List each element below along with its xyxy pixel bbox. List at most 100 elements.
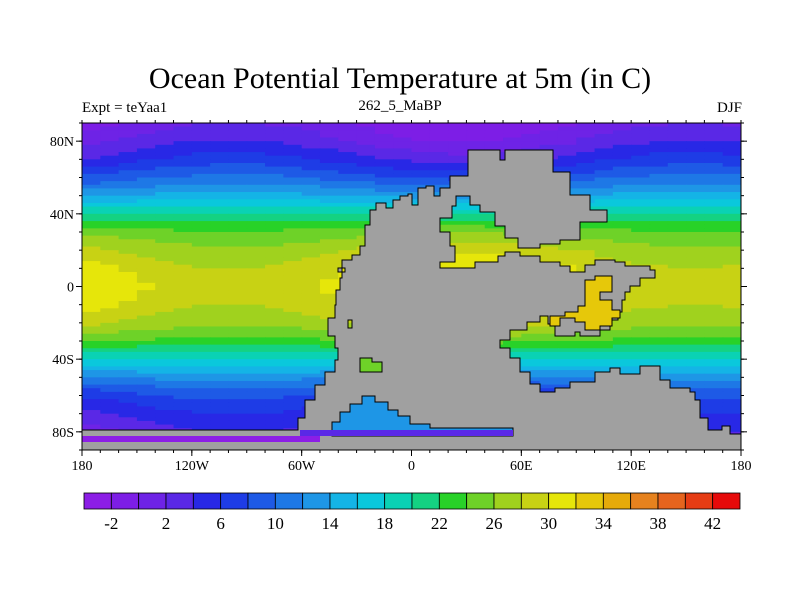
- field-cell: [374, 166, 394, 171]
- field-cell: [265, 264, 284, 269]
- field-cell: [594, 206, 614, 211]
- field-cell: [631, 152, 651, 157]
- field-cell: [503, 130, 522, 135]
- y-tick-label: 80N: [50, 135, 74, 150]
- field-cell: [100, 286, 120, 291]
- field-cell: [283, 286, 303, 291]
- field-cell: [173, 333, 193, 338]
- field-cell: [594, 239, 614, 244]
- field-cell: [118, 337, 138, 342]
- field-cell: [704, 366, 724, 371]
- field-cell: [594, 155, 614, 160]
- field-cell: [173, 337, 193, 342]
- field-cell: [210, 246, 230, 251]
- field-cell: [704, 337, 724, 342]
- field-cell: [649, 162, 669, 168]
- field-cell: [667, 384, 687, 389]
- field-cell: [338, 177, 358, 182]
- field-cell: [649, 221, 669, 226]
- field-cell: [686, 290, 705, 295]
- field-cell: [118, 253, 138, 259]
- field-cell: [82, 192, 101, 197]
- field-cell: [283, 330, 303, 335]
- field-cell: [686, 206, 705, 211]
- field-cell: [411, 126, 431, 131]
- field-cell: [191, 177, 211, 182]
- field-cell: [228, 232, 248, 237]
- field-cell: [173, 330, 193, 335]
- field-cell: [136, 264, 156, 269]
- field-cell: [246, 239, 266, 244]
- field-cell: [704, 326, 724, 331]
- field-cell: [649, 341, 669, 346]
- field-cell: [649, 188, 669, 193]
- y-tick-label: 40S: [52, 353, 74, 368]
- field-cell: [594, 330, 614, 335]
- x-tick-label: 180: [731, 459, 752, 474]
- field-cell: [704, 388, 724, 393]
- field-cell: [704, 391, 724, 397]
- field-cell: [283, 250, 303, 255]
- field-cell: [283, 351, 303, 357]
- field-cell: [100, 406, 120, 411]
- field-cell: [100, 380, 120, 386]
- field-cell: [319, 141, 339, 146]
- field-cell: [466, 144, 486, 150]
- field-cell: [191, 366, 211, 371]
- land-mask: [82, 149, 741, 450]
- field-cell: [210, 362, 230, 368]
- field-cell: [667, 308, 687, 313]
- field-cell: [191, 399, 211, 404]
- field-cell: [100, 250, 120, 255]
- field-cell: [722, 257, 741, 262]
- field-cell: [557, 257, 577, 262]
- field-cell: [649, 308, 669, 313]
- field-cell: [612, 221, 632, 226]
- field-cell: [100, 370, 120, 375]
- field-cell: [228, 192, 248, 197]
- field-cell: [539, 344, 559, 349]
- field-cell: [155, 319, 175, 324]
- field-cell: [210, 355, 230, 360]
- field-cell: [210, 224, 230, 229]
- field-cell: [265, 228, 284, 233]
- field-cell: [100, 148, 120, 153]
- field-cell: [319, 235, 339, 240]
- field-cell: [722, 159, 741, 164]
- field-cell: [319, 210, 339, 215]
- field-cell: [173, 253, 193, 259]
- field-cell: [155, 137, 175, 142]
- field-cell: [173, 206, 193, 211]
- field-cell: [82, 268, 101, 273]
- field-cell: [393, 192, 413, 197]
- field-cell: [173, 290, 193, 295]
- field-cell: [210, 195, 230, 200]
- field-cell: [100, 384, 120, 389]
- field-cell: [448, 159, 468, 164]
- field-cell: [557, 126, 577, 131]
- field-cell: [265, 210, 284, 215]
- field-cell: [155, 297, 175, 302]
- field-cell: [704, 188, 724, 193]
- field-cell: [686, 159, 705, 164]
- field-cell: [265, 290, 284, 295]
- field-cell: [173, 242, 193, 248]
- field-cell: [448, 232, 468, 237]
- field-cell: [246, 373, 266, 378]
- field-cell: [191, 337, 211, 342]
- field-cell: [136, 242, 156, 248]
- field-cell: [82, 177, 101, 182]
- field-cell: [649, 250, 669, 255]
- field-cell: [557, 373, 577, 378]
- field-cell: [686, 250, 705, 255]
- field-cell: [319, 166, 339, 171]
- field-cell: [191, 202, 211, 208]
- field-cell: [100, 326, 120, 331]
- colorbar-swatch: [712, 492, 741, 510]
- field-cell: [667, 173, 687, 179]
- field-cell: [338, 206, 358, 211]
- field-cell: [210, 268, 230, 273]
- field-cell: [173, 210, 193, 215]
- field-cell: [631, 344, 651, 349]
- field-cell: [722, 264, 741, 269]
